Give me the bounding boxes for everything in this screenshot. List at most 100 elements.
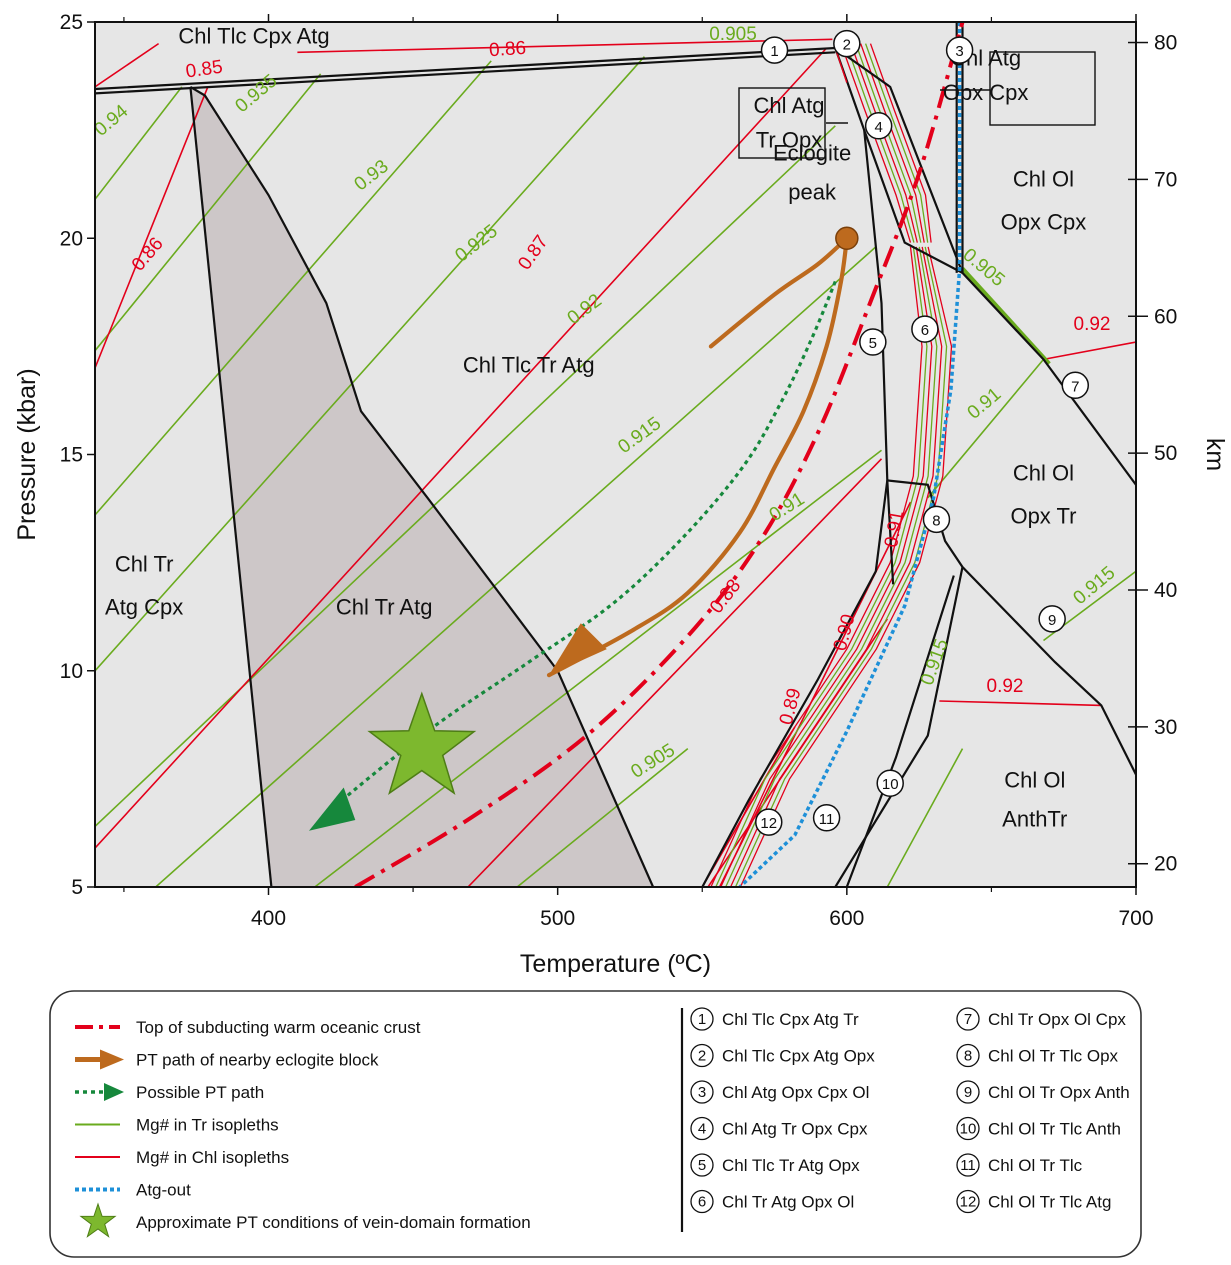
y2-axis-title: km [1201, 438, 1229, 471]
reaction-key-number-9: 9 [964, 1084, 972, 1101]
reaction-key-marker-12 [956, 1189, 980, 1214]
chl-isopleth-9 [939, 700, 1102, 707]
reaction-marker-label-2: 2 [843, 37, 851, 54]
reaction-key-label-7: Chl Tr Opx Ol Cpx [988, 1010, 1126, 1029]
isopleth-bundle-upper-6 [869, 43, 932, 243]
reaction-key-marker-7 [956, 1007, 980, 1031]
isopleth-bundle-upper-2 [850, 43, 918, 243]
chl-isopleth-label-8: 0.92 [1074, 314, 1111, 335]
y-tick-label-20: 20 [60, 227, 83, 250]
y2-tick-label-80: 80 [1154, 32, 1177, 55]
chl-isopleth-4 [467, 458, 883, 887]
shaded-field-chl-tr-atg [190, 86, 654, 887]
reaction-marker-label-8: 8 [932, 512, 940, 529]
reaction-detail [834, 47, 848, 83]
legend-label-1: PT path of nearby eclogite block [136, 1051, 379, 1070]
reaction-marker-label-4: 4 [874, 119, 882, 136]
reaction-key-label-3: Chl Atg Opx Cpx Ol [722, 1083, 869, 1102]
chl-isopleth-8 [1043, 341, 1136, 361]
isopleth-bundle-lower-5 [734, 246, 948, 887]
reaction-key-label-5: Chl Tlc Tr Atg Opx [722, 1156, 860, 1175]
reaction-key-marker-3 [690, 1080, 714, 1104]
tr-isopleth-11 [886, 748, 964, 887]
legend-box [49, 990, 1142, 1258]
field-label-3: Chl Atg [754, 93, 825, 118]
x-tick-label-500: 500 [540, 907, 575, 930]
reaction-key-number-3: 3 [698, 1084, 706, 1101]
y2-tick-label-70: 70 [1154, 168, 1177, 191]
reaction-marker-3 [945, 36, 974, 64]
reaction-marker-label-6: 6 [921, 322, 929, 339]
x-tick-label-700: 700 [1118, 907, 1153, 930]
tr-isopleth-5 [155, 246, 877, 887]
reaction-key-number-2: 2 [698, 1048, 706, 1065]
tr-isopleth-3 [95, 56, 645, 672]
y-tick-label-25: 25 [60, 11, 83, 34]
isopleth-bundle-lower-2 [720, 246, 933, 887]
reaction-marker-10 [876, 769, 904, 797]
field-label-14: AnthTr [1002, 806, 1067, 831]
reaction-marker-9 [1038, 605, 1066, 633]
reaction-key-number-10: 10 [960, 1121, 977, 1138]
reaction-marker-label-3: 3 [955, 43, 963, 60]
field-label-8: Chl Ol [1013, 460, 1074, 485]
y-tick-label-15: 15 [60, 444, 83, 467]
reaction-line-5 [863, 129, 964, 274]
legend-label-0: Top of subducting warm oceanic crust [136, 1018, 421, 1037]
chl-isopleth-7 [718, 501, 912, 887]
reaction-key-number-4: 4 [698, 1121, 706, 1138]
series-line-1 [546, 236, 849, 678]
reaction-marker-label-12: 12 [760, 815, 777, 832]
reaction-key-label-8: Chl Ol Tr Tlc Opx [988, 1047, 1119, 1066]
reaction-line-4 [834, 47, 895, 585]
reaction-key-marker-9 [956, 1080, 980, 1104]
reaction-marker-5 [859, 328, 887, 356]
y2-tick-label-40: 40 [1154, 579, 1177, 602]
reaction-marker-6 [911, 315, 939, 343]
field-label-11: Atg Cpx [105, 595, 183, 620]
isopleth-bundle-upper-3 [855, 43, 922, 243]
reaction-key-marker-8 [956, 1043, 980, 1068]
field-label-2: Opx Cpx [943, 80, 1029, 105]
reaction-key-number-8: 8 [964, 1048, 972, 1065]
reaction-marker-4 [864, 112, 893, 140]
reaction-marker-label-10: 10 [882, 776, 899, 793]
reaction-key-marker-2 [690, 1043, 714, 1068]
reaction-marker-12 [755, 808, 783, 836]
y-tick-label-10: 10 [60, 660, 83, 683]
chl-isopleth-0 [95, 42, 160, 88]
reaction-key-label-1: Chl Tlc Cpx Atg Tr [722, 1010, 859, 1029]
y-axis-title: Pressure (kbar) [13, 368, 41, 540]
legend-symbol-2-head [104, 1083, 124, 1101]
reaction-key-number-7: 7 [964, 1011, 972, 1028]
tr-isopleth-4 [95, 125, 836, 827]
reaction-marker-label-11: 11 [819, 811, 835, 828]
reaction-key-marker-1 [690, 1007, 714, 1031]
legend-label-5: Atg-out [136, 1181, 191, 1200]
field-label-9: Opx Tr [1010, 504, 1076, 529]
isopleth-bundle-lower-3 [725, 246, 938, 887]
reaction-key-label-6: Chl Tr Atg Opx Ol [722, 1193, 854, 1212]
reaction-marker-label-7: 7 [1071, 378, 1079, 395]
tr-isopleth-7 [516, 747, 689, 887]
field-label-12: Chl Tr Atg [336, 595, 433, 620]
isopleth-bundle-upper-4 [860, 43, 925, 243]
reaction-key-number-5: 5 [698, 1157, 706, 1174]
isopleth-bundle-upper-1 [845, 43, 915, 243]
reaction-key-number-1: 1 [698, 1011, 706, 1028]
isopleth-bundle-lower-6 [739, 246, 953, 887]
chl-isopleth-label-0: 0.85 [184, 57, 224, 83]
isopleth-bundle-upper-5 [864, 43, 929, 243]
field-label-6: Opx Cpx [1001, 210, 1087, 235]
reaction-key-label-11: Chl Ol Tr Tlc [988, 1156, 1083, 1175]
reaction-key-number-6: 6 [698, 1194, 706, 1211]
x-tick-label-600: 600 [829, 907, 864, 930]
reaction-key-marker-5 [690, 1153, 714, 1177]
field-label-4: Tr Opx [756, 127, 822, 152]
tr-isopleth-label-12: 0.905 [709, 24, 757, 45]
field-box-0 [738, 87, 826, 159]
y2-tick-label-60: 60 [1154, 305, 1177, 328]
reaction-line-2 [189, 85, 655, 887]
